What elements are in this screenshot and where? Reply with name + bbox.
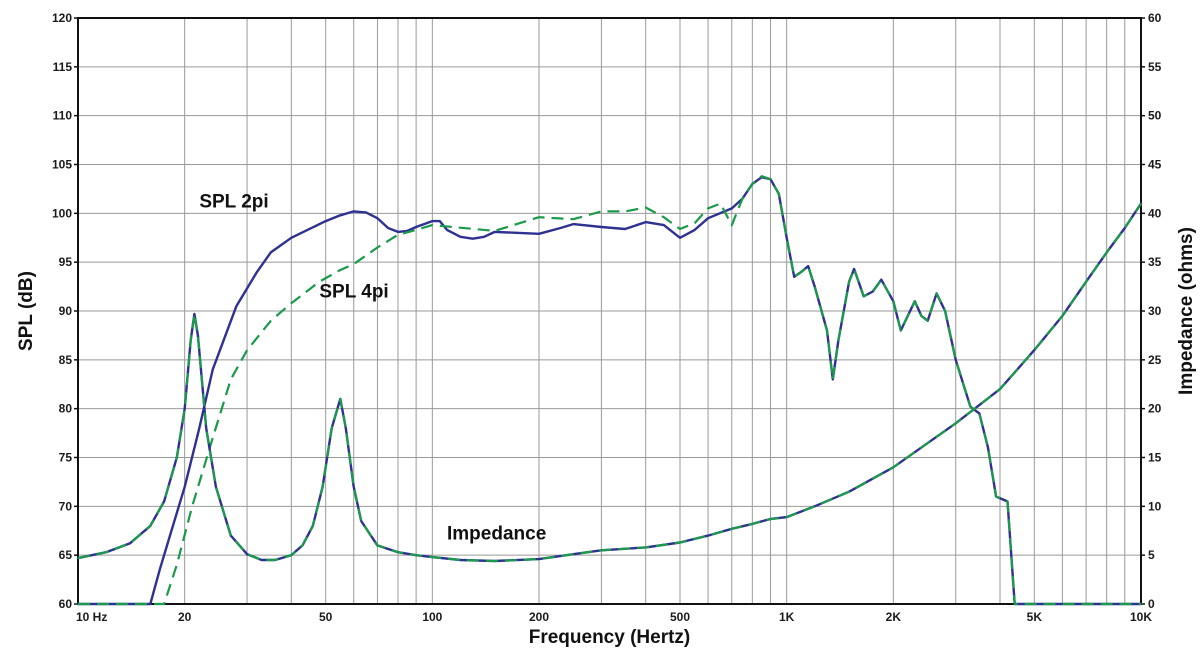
right-axis-ticks: 0 5 10 15 20 25 30 35 40 45 50 55 60 (1141, 11, 1162, 611)
series-line-spl-solid (76, 176, 1143, 606)
y-tick-label: 75 (59, 451, 73, 465)
y-tick-label: 100 (52, 206, 72, 220)
y2-tick-label: 35 (1148, 255, 1162, 269)
x-tick-label: 50 (319, 610, 333, 624)
y2-tick-label: 10 (1148, 499, 1162, 513)
x-axis-title: Frequency (Hertz) (529, 627, 691, 648)
x-axis-ticks: 10 Hz 20 50 100 200 500 1K 2K 5K 10K (76, 610, 1152, 624)
y-tick-label: 70 (59, 499, 73, 513)
annotation-label: SPL 2pi (199, 191, 268, 212)
x-tick-label: 5K (1027, 610, 1043, 624)
x-tick-label: 200 (529, 610, 549, 624)
y-tick-label: 105 (52, 158, 72, 172)
y-tick-label: 115 (53, 60, 73, 74)
y2-tick-label: 40 (1148, 206, 1162, 220)
x-tick-label: 10K (1130, 610, 1152, 624)
y-tick-label: 80 (59, 402, 73, 416)
x-tick-label: 500 (670, 610, 690, 624)
series-lines (76, 175, 1143, 606)
y2-tick-label: 5 (1148, 548, 1155, 562)
y-tick-label: 90 (59, 304, 73, 318)
x-tick-label: 100 (422, 610, 442, 624)
series-line-impedance-dashed (77, 202, 1142, 563)
y-axis-title: SPL (dB) (16, 271, 37, 351)
annotation-label: SPL 4pi (319, 281, 388, 302)
y2-axis-title: Impedance (ohms) (1176, 227, 1197, 395)
y2-tick-label: 45 (1148, 158, 1162, 172)
y-tick-label: 95 (59, 255, 73, 269)
annotation-label: Impedance (447, 524, 546, 545)
x-tick-label: 1K (779, 610, 795, 624)
y2-tick-label: 55 (1148, 60, 1162, 74)
y-tick-label: 60 (59, 597, 73, 611)
annotations: SPL 2pi SPL 4pi Impedance (199, 191, 546, 544)
y-tick-label: 65 (59, 548, 73, 562)
y2-tick-label: 20 (1148, 402, 1162, 416)
y2-tick-label: 60 (1148, 11, 1162, 25)
y2-tick-label: 50 (1148, 109, 1162, 123)
y2-tick-label: 25 (1148, 353, 1162, 367)
x-tick-label: 10 Hz (76, 610, 107, 624)
y2-tick-label: 30 (1148, 304, 1162, 318)
y-tick-label: 110 (53, 109, 73, 123)
y2-tick-label: 15 (1148, 451, 1162, 465)
grid-lines (78, 18, 1141, 604)
x-tick-label: 2K (886, 610, 902, 624)
series-line-impedance-solid (76, 202, 1143, 563)
series-line-spl-dashed (78, 175, 1141, 606)
left-axis-ticks: 60 65 70 75 80 85 90 95 100 105 110 115 120 (52, 11, 78, 611)
y2-tick-label: 0 (1148, 597, 1155, 611)
y-tick-label: 120 (52, 11, 72, 25)
x-tick-label: 20 (178, 610, 192, 624)
y-tick-label: 85 (59, 353, 73, 367)
